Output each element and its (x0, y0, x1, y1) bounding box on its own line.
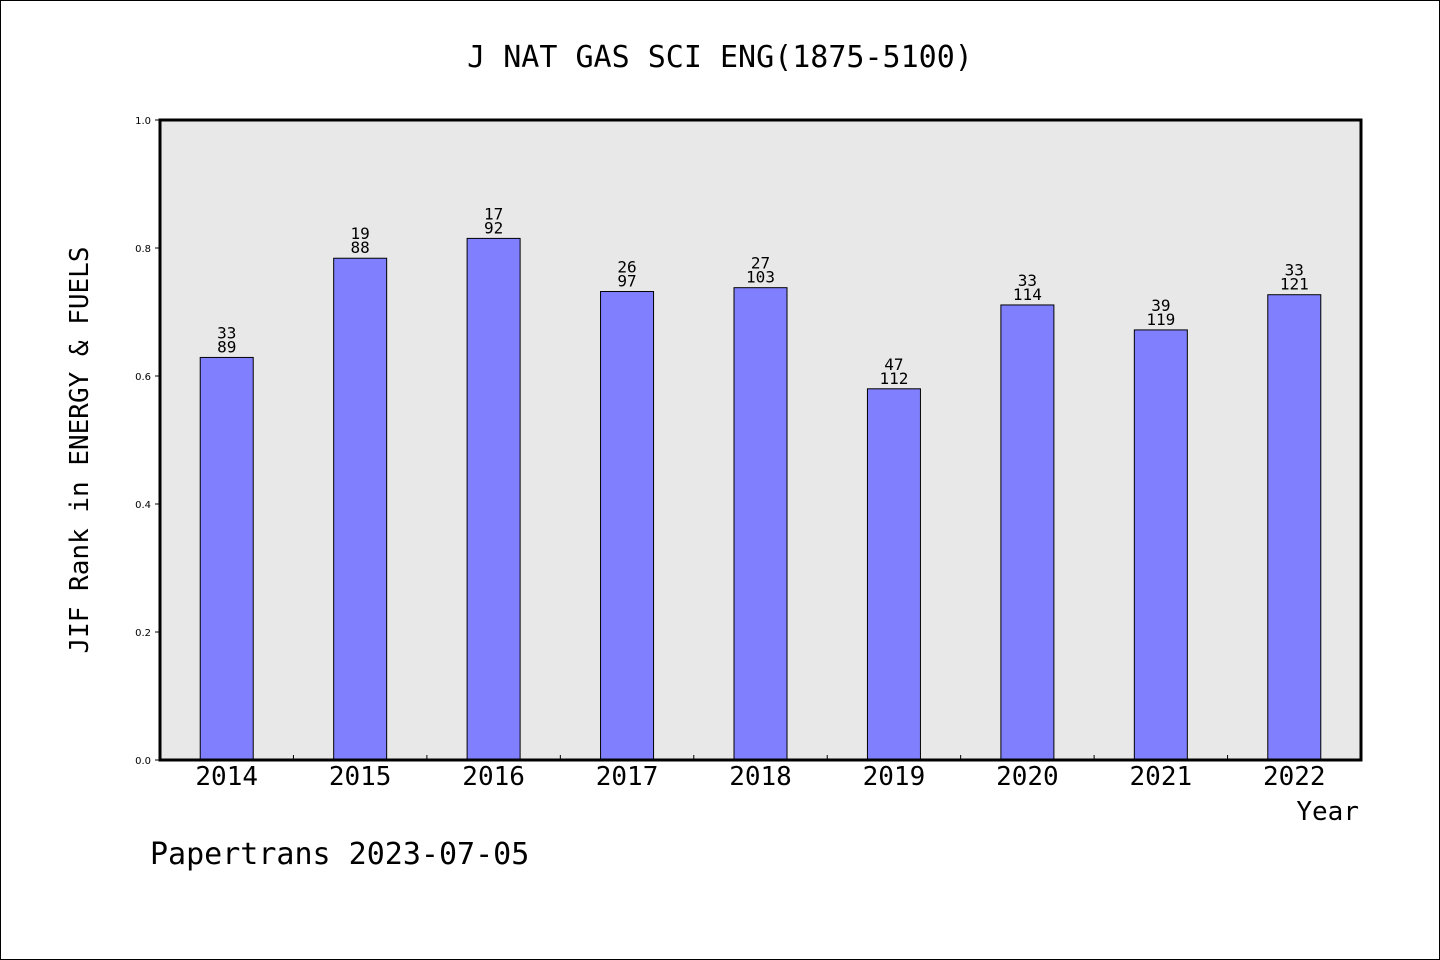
footer-credit: Papertrans 2023-07-05 (150, 837, 529, 872)
y-axis: 0.0 0.2 0.4 0.6 0.8 1.0 (135, 116, 160, 767)
y-tick-label: 0.8 (135, 244, 151, 255)
chart-title: J NAT GAS SCI ENG(1875-5100) (467, 40, 973, 75)
bar-label-bottom-2018: 103 (746, 268, 775, 287)
bar-2017 (600, 291, 655, 761)
bar-label-top-2019: 47 (884, 355, 903, 374)
bar-2022 (1267, 294, 1322, 761)
bar-label-top-2021: 39 (1151, 296, 1170, 315)
y-tick-label: 0.0 (135, 756, 151, 767)
x-tick-label-2014: 2014 (195, 762, 258, 792)
bar-label-top-2014: 33 (217, 323, 236, 342)
plot-border (158, 118, 1363, 762)
bar-2021 (1133, 329, 1188, 761)
x-tick-label-2019: 2019 (863, 762, 926, 792)
bar-labels-group: 3389198817922697271034711233114391193312… (217, 204, 1309, 387)
bar-label-bottom-2020: 114 (1013, 285, 1042, 304)
x-tick-label-2018: 2018 (729, 762, 792, 792)
bar-2019 (866, 388, 921, 761)
bar-label-bottom-2022: 121 (1280, 275, 1309, 294)
y-tick-label: 0.6 (135, 372, 151, 383)
bar-label-bottom-2019: 112 (879, 369, 908, 388)
bar-label-bottom-2015: 88 (351, 238, 370, 257)
bar-label-top-2015: 19 (351, 224, 370, 243)
bar-label-top-2020: 33 (1018, 271, 1037, 290)
bar-label-bottom-2017: 97 (617, 272, 636, 291)
x-axis-label: Year (1296, 797, 1359, 827)
bar-2020 (1000, 304, 1055, 761)
bar-2015 (333, 257, 388, 761)
bar-label-bottom-2016: 92 (484, 218, 503, 237)
x-axis: 2014 2015 2016 2017 2018 2019 2020 2021 2022 (195, 755, 1326, 792)
bar-2018 (733, 287, 788, 761)
bars-group (199, 237, 1322, 761)
bar-label-top-2022: 33 (1285, 261, 1304, 280)
x-tick-label-2016: 2016 (462, 762, 525, 792)
bar-label-top-2018: 27 (751, 254, 770, 273)
y-tick-label: 0.2 (135, 628, 151, 639)
y-tick-label: 0.4 (135, 500, 151, 511)
bar-label-bottom-2021: 119 (1146, 310, 1175, 329)
x-tick-label-2015: 2015 (329, 762, 392, 792)
bar-2014 (199, 356, 254, 761)
y-axis-label: JIF Rank in ENERGY & FUELS (65, 247, 95, 654)
bar-label-top-2016: 17 (484, 204, 503, 223)
x-tick-label-2017: 2017 (596, 762, 659, 792)
x-tick-label-2021: 2021 (1130, 762, 1193, 792)
bar-2016 (466, 237, 521, 761)
bar-label-bottom-2014: 89 (217, 337, 236, 356)
bar-label-top-2017: 26 (617, 258, 636, 277)
y-tick-label: 1.0 (135, 116, 151, 127)
x-tick-label-2020: 2020 (996, 762, 1059, 792)
x-tick-label-2022: 2022 (1263, 762, 1326, 792)
